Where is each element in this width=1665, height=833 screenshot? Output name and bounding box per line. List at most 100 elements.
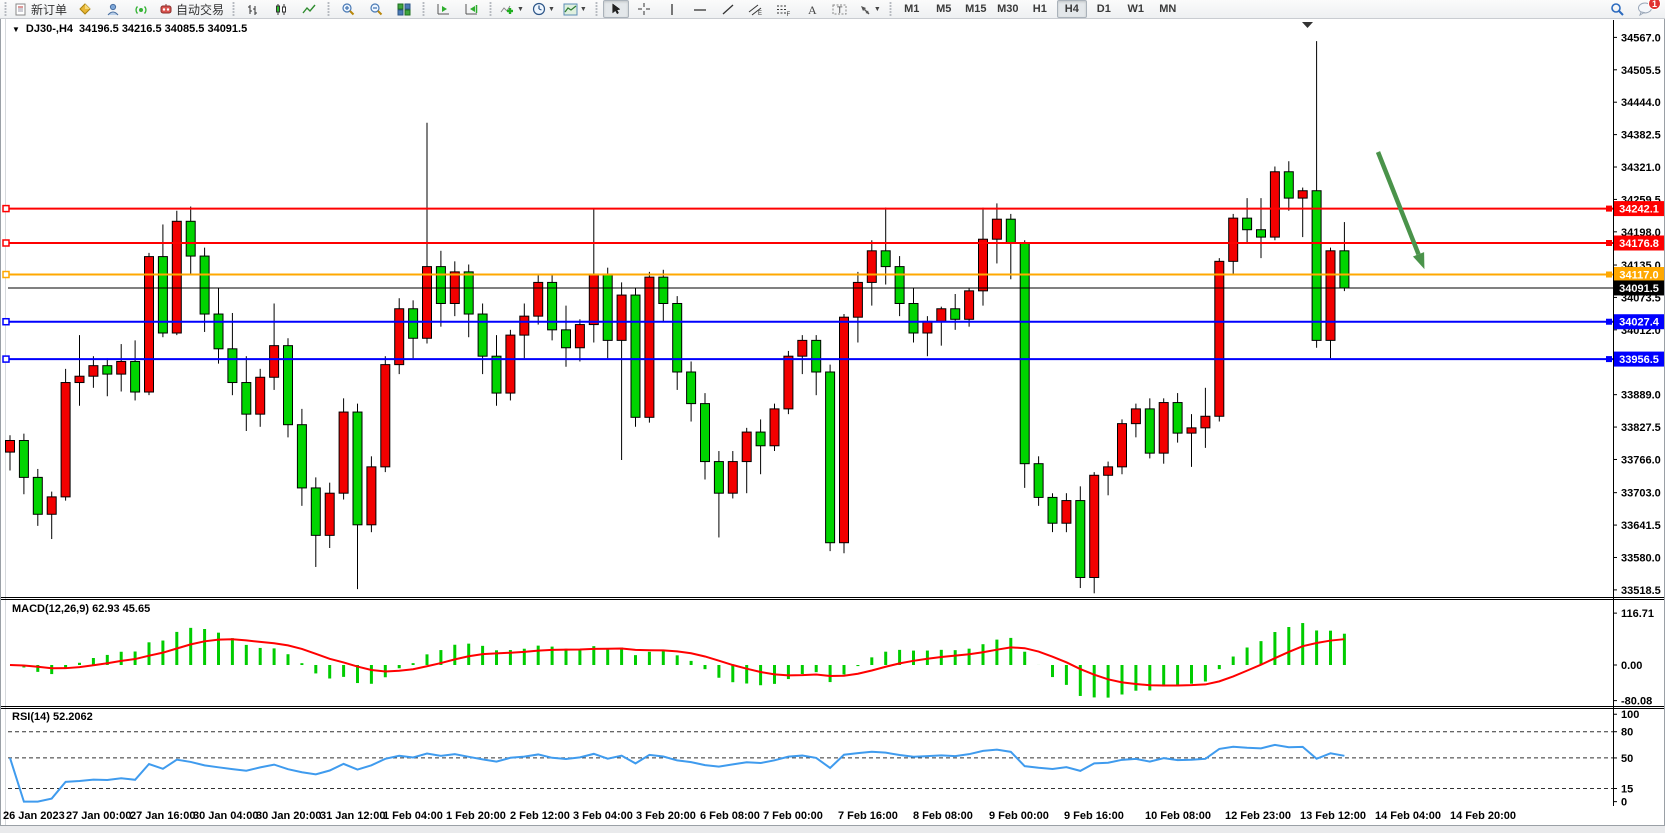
templates-button[interactable]: ▼ [560, 0, 590, 18]
candle [700, 403, 710, 463]
svg-text:F: F [787, 12, 791, 16]
candle [1242, 217, 1253, 231]
line-axis-marker [1606, 205, 1612, 212]
timeframe-mn-button[interactable]: MN [1159, 3, 1177, 15]
candle [408, 308, 419, 339]
candle [783, 355, 794, 410]
rsi-tick-label: 80 [1621, 727, 1633, 739]
candle [672, 302, 683, 373]
time-axis-label: 14 Feb 20:00 [1450, 810, 1516, 822]
timeframe-m5-button[interactable]: M5 [936, 3, 952, 15]
arrows-button[interactable]: ▼ [855, 0, 884, 18]
candle [1130, 408, 1141, 425]
timeframe-w1-button[interactable]: W1 [1127, 3, 1145, 15]
annotation-arrow[interactable] [1375, 151, 1425, 270]
cursor-button[interactable] [602, 0, 629, 18]
zoom-in-icon [341, 2, 355, 16]
candle [686, 371, 697, 405]
tile-windows-button[interactable] [391, 0, 417, 18]
price-level-line[interactable]: 34242.1 [2, 201, 1664, 217]
line-axis-marker [1606, 240, 1612, 247]
candle [5, 439, 15, 453]
price-level-line[interactable]: 34027.4 [2, 314, 1664, 330]
vertical-line-button[interactable] [659, 0, 685, 18]
price-level-label-box [1614, 267, 1664, 283]
auto-trading-button[interactable]: 自动交易 [156, 0, 227, 18]
candle [894, 266, 905, 304]
timeframe-d1-button[interactable]: D1 [1096, 3, 1111, 15]
line-chart-button[interactable] [296, 0, 322, 18]
timeframe-h4-button[interactable]: H4 [1056, 0, 1087, 18]
text-button[interactable]: A [799, 0, 825, 18]
time-axis-label: 7 Feb 16:00 [838, 810, 898, 822]
timeframe-m1-button[interactable]: M1 [904, 3, 920, 15]
toolbar-right-group: 1 [1603, 0, 1661, 18]
candle [1228, 217, 1239, 262]
candle [658, 276, 669, 304]
line-anchor-marker[interactable] [2, 270, 10, 279]
dropdown-arrow-icon: ▼ [547, 5, 555, 13]
zoom-out-button[interactable] [363, 0, 389, 18]
text-label-button[interactable]: T [827, 0, 853, 18]
expand-triangle-icon[interactable]: ▼ [12, 24, 20, 34]
line-anchor-marker[interactable] [2, 317, 10, 326]
timeframe-h1-button[interactable]: H1 [1032, 3, 1047, 15]
line-anchor-marker[interactable] [2, 204, 10, 213]
candle [741, 431, 752, 463]
price-level-line[interactable]: 34176.8 [2, 235, 1664, 251]
candle [1033, 463, 1044, 498]
candle [1117, 423, 1127, 468]
community-button[interactable] [100, 0, 126, 18]
notifications-button[interactable]: 1 [1632, 0, 1661, 18]
candle [1075, 500, 1086, 579]
candle [18, 439, 29, 478]
price-level-line[interactable]: 33956.5 [2, 351, 1664, 367]
time-axis-label: 30 Jan 20:00 [256, 810, 321, 822]
profile-button[interactable] [72, 0, 98, 18]
chart-shift-marker[interactable] [1302, 22, 1313, 28]
time-axis-label: 6 Feb 08:00 [700, 810, 760, 822]
annotation-arrow-head[interactable] [1412, 252, 1425, 270]
candle [1283, 171, 1294, 199]
price-tick-label: 34321.0 [1621, 162, 1661, 174]
auto-scroll-button[interactable] [430, 0, 456, 18]
candle [88, 365, 99, 377]
periods-button[interactable]: ▼ [529, 0, 558, 18]
chart-canvas[interactable]: 34567.034505.534444.034382.534321.034259… [0, 18, 1665, 833]
search-button[interactable] [1604, 0, 1630, 18]
time-axis-label: 13 Feb 12:00 [1300, 810, 1366, 822]
price-axis[interactable]: 34567.034505.534444.034382.534321.034259… [1613, 32, 1661, 809]
crosshair-button[interactable] [631, 0, 657, 18]
price-level-line[interactable]: 34117.0 [2, 267, 1664, 283]
time-axis-label: 30 Jan 04:00 [193, 810, 258, 822]
trendline-button[interactable] [715, 0, 741, 18]
new-order-button[interactable]: 新订单 [12, 0, 70, 18]
candle [394, 308, 405, 366]
zoom-in-button[interactable] [335, 0, 361, 18]
bars-chart-button[interactable] [240, 0, 266, 18]
equidistant-channel-button[interactable]: E [743, 0, 769, 18]
rsi-indicator-label: RSI(14) 52.2062 [12, 711, 93, 723]
candle [908, 302, 919, 334]
line-anchor-marker[interactable] [2, 355, 10, 363]
timeframe-m30-button[interactable]: M30 [997, 3, 1019, 15]
indicators-button[interactable]: ▼ [497, 0, 527, 18]
horizontal-line-button[interactable] [687, 0, 713, 18]
time-axis-label: 7 Feb 00:00 [763, 810, 823, 822]
timeframe-m15-button[interactable]: M15 [965, 3, 987, 15]
rsi-panel [8, 731, 1613, 803]
chart-shift-button[interactable] [458, 0, 484, 18]
toolbar-grip [592, 2, 600, 16]
time-axis-label: 2 Feb 12:00 [510, 810, 570, 822]
line-anchor-marker[interactable] [2, 239, 10, 247]
price-level-label: 34242.1 [1619, 204, 1659, 216]
signals-button[interactable] [128, 0, 154, 18]
candle [533, 281, 544, 317]
time-axis-label: 31 Jan 12:00 [320, 810, 385, 822]
candlestick-chart-button[interactable] [268, 0, 294, 18]
fibonacci-button[interactable]: F [771, 0, 797, 18]
toolbar-grip [420, 2, 428, 16]
annotation-arrow-shaft[interactable] [1375, 151, 1421, 256]
candle [213, 313, 224, 350]
